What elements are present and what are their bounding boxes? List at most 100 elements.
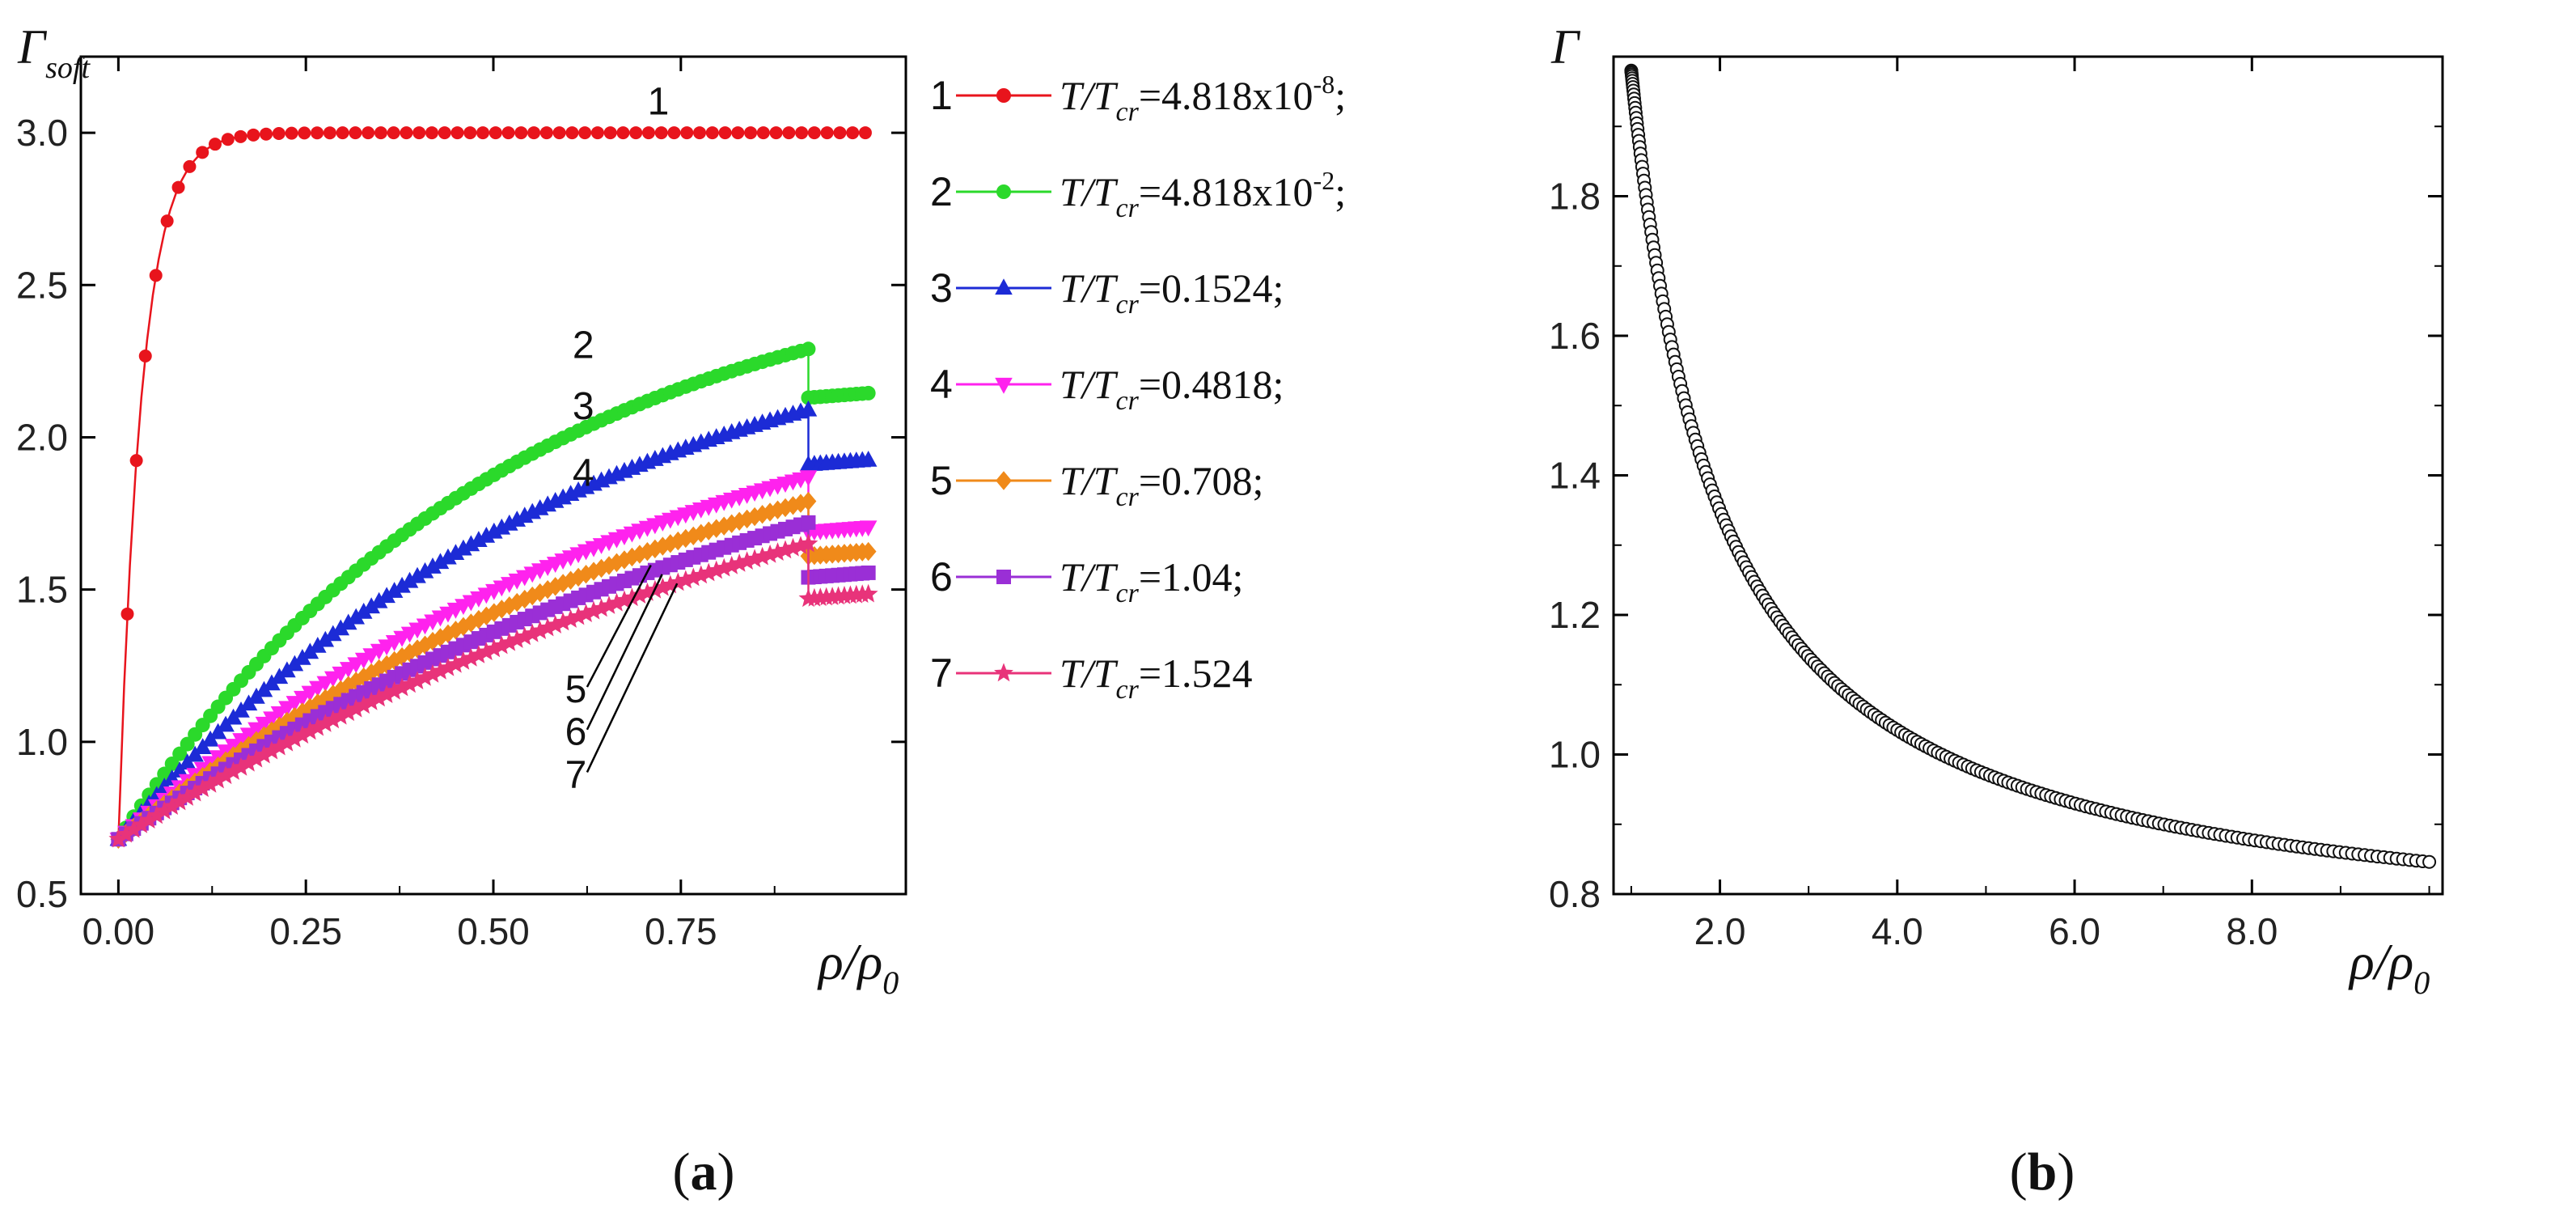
series-7 [108,533,878,848]
series-1-point [756,126,770,140]
series-3-point [301,642,319,659]
series-1-point [514,126,528,140]
legend-label-sub: cr [1116,386,1140,416]
x-tick-label: 0.00 [82,910,155,952]
legend-label-sub: cr [1116,290,1140,320]
series-5-point [685,526,702,546]
series-7-point [346,698,366,718]
series-7-point [584,600,603,620]
series-1-point [260,127,273,141]
y-tick-label: 3.0 [16,112,68,154]
series-7-point [783,537,803,557]
series-7-point [591,598,611,617]
series-1-point [552,126,566,140]
series-1-point [400,126,413,140]
series-5-point [379,655,395,675]
series-3-point [431,553,450,570]
series-5-point [485,603,502,622]
series-2-point [861,385,876,401]
legend-label: T/Tcr=0.4818; [1060,362,1284,416]
legend-label-sub: cr [1116,482,1140,512]
series-7-point [545,615,565,634]
series-6-point [801,515,816,530]
legend-label: T/Tcr=1.04; [1060,554,1243,608]
series-3-point [385,582,404,598]
series-1-point [234,129,247,143]
y-tick-label: 0.8 [1549,873,1601,915]
x-tick-label: 2.0 [1694,910,1746,952]
legend-label-var: T/T [1060,362,1119,407]
series-5-point [501,596,518,616]
x-tick-label: 0.50 [457,910,530,952]
series-7-point [338,702,358,722]
series-5-point [264,721,280,740]
series-7-point [208,769,228,789]
series-5-point [447,621,464,640]
series-7-point [691,565,711,584]
series-7-point [124,819,144,838]
series-7-point [560,609,581,628]
series-5-point [531,583,548,603]
series-5-point [348,672,365,691]
legend-swatch-marker [996,471,1012,490]
legend-label: T/Tcr=1.524 [1060,651,1253,705]
series-7-point [721,555,742,574]
pointer-line [586,574,663,731]
series-3-point [446,544,465,560]
series-7-point [599,596,619,614]
series-1-point [782,126,796,140]
series-1-point [463,126,477,140]
series-7-point [300,721,320,740]
series-1-point [285,126,298,140]
series-1-point [769,126,783,140]
series-1-point [807,126,821,140]
legend-label-sup: -8 [1313,70,1335,99]
series-1-point [539,126,553,140]
series-1-point [731,126,745,140]
legend-label-sub: cr [1116,675,1140,705]
legend-swatch-marker [996,88,1011,103]
legend-label-sup: -2 [1313,166,1335,195]
legend-label-value: =0.4818 [1139,362,1273,407]
series-1-point [629,126,643,140]
series-1-point [196,146,209,159]
series-7-point [362,691,382,710]
series-5-point [309,693,326,713]
series-7-point [730,553,750,572]
legend-label-end: ; [1253,458,1264,503]
series-3-point [439,548,457,565]
series-3-point [324,625,342,642]
y-tick-label: 2.0 [16,416,68,458]
series-7-point [706,560,726,579]
series-7-point [468,645,489,663]
series-7-point [239,752,259,772]
series-4-point [799,470,818,487]
x-tick-label: 4.0 [1872,910,1923,952]
series-1-point [718,126,732,140]
series-1-point [705,126,719,140]
series-7-point [192,778,213,797]
legend-item-4: 4 T/Tcr=0.4818; [930,362,1284,416]
x-tick-label: 8.0 [2226,910,2278,952]
series-7-point [285,729,305,748]
legend-label: T/Tcr=0.708; [1060,458,1263,512]
series-3-point [859,450,878,467]
series-7-point [453,651,473,670]
curve-label-6: 6 [565,711,587,754]
series-1-point [138,350,152,363]
panel-a-annotations: 1 2 3 4 567 [565,81,679,796]
series-5-point [370,659,387,679]
curve-label-2: 2 [573,324,594,367]
series-7-point [492,635,512,655]
series-7-point [514,626,535,646]
curve-label-4: 4 [573,452,594,495]
series-7-point [423,663,442,683]
series-1-point [603,126,617,140]
series-3-point [347,608,366,625]
series-7-point [637,583,658,601]
series-3-point [354,602,373,619]
y-tick-label: 1.5 [16,569,68,611]
series-3-point [378,587,395,604]
y-tick-label: 1.4 [1549,455,1601,497]
panel-a-ticks: 0.00 0.25 0.50 0.75 0.5 1.0 1.5 2.0 2.5 3.0 [16,57,906,952]
